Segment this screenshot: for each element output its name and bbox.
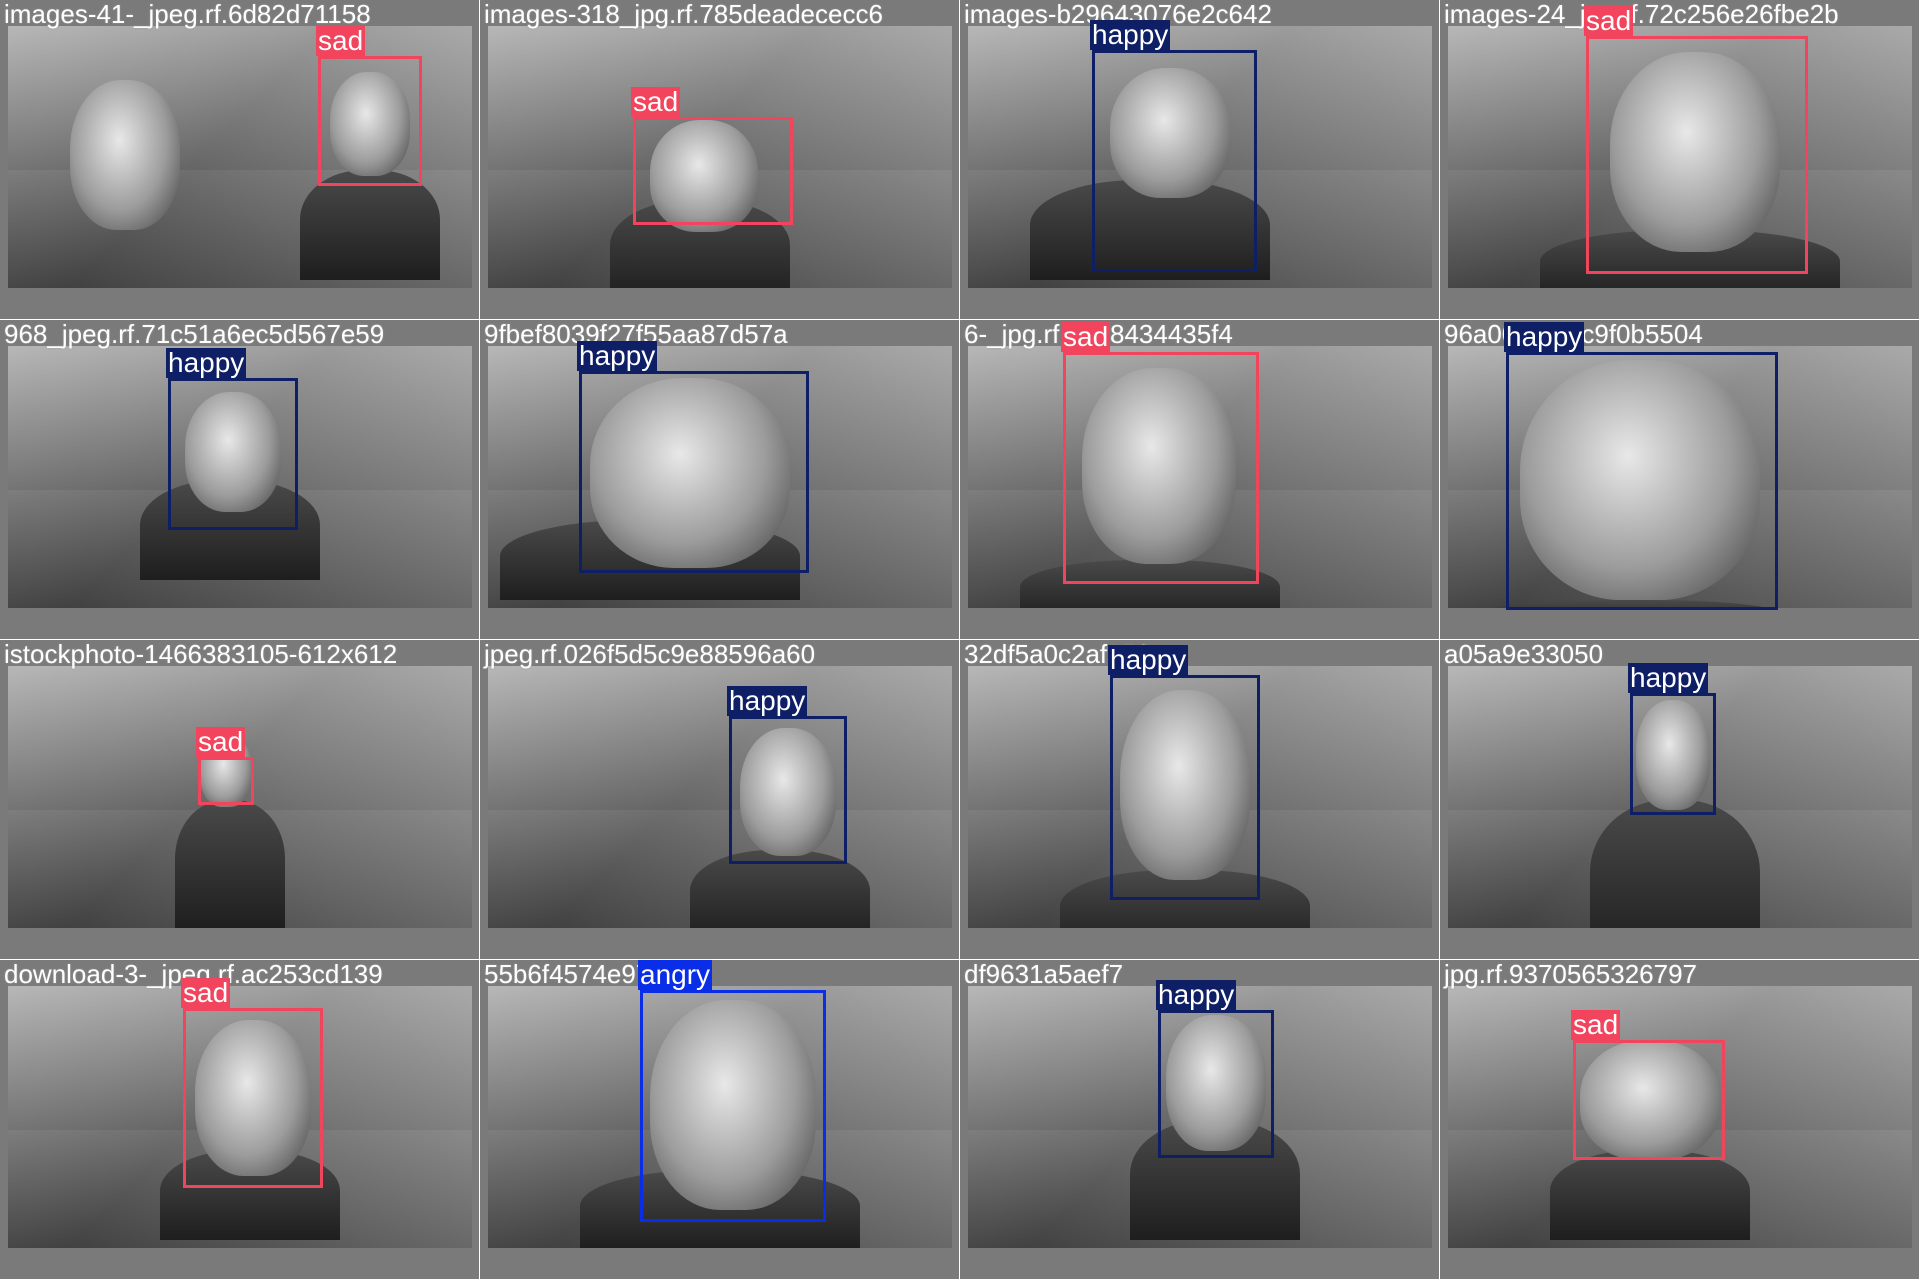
photo [968, 26, 1432, 288]
filename-caption: jpg.rf.9370565326797 [1444, 960, 1698, 989]
class-label: happy [1156, 979, 1237, 1010]
filename-caption: 968_jpeg.rf.71c51a6ec5d567e59 [4, 320, 385, 349]
class-label: happy [1628, 662, 1709, 693]
photo [488, 986, 952, 1248]
bounding-box [183, 1008, 323, 1188]
face [590, 378, 790, 568]
filename-caption: istockphoto-1466383105-612x612 [4, 640, 398, 669]
bounding-box [168, 378, 298, 530]
bounding-box [1158, 1010, 1274, 1158]
image-tile: 55b6f4574e977c angry [480, 960, 960, 1280]
class-label: sad [1061, 321, 1111, 352]
face [740, 728, 836, 856]
class-label: angry [638, 960, 713, 990]
face [650, 1000, 816, 1210]
photo [488, 26, 952, 288]
class-label: sad [196, 726, 246, 757]
photo [1448, 986, 1912, 1248]
bounding-box [640, 990, 826, 1222]
image-tile: 6-_jpg.rf.a628434435f4sad [960, 320, 1440, 640]
photo [1448, 346, 1912, 608]
bounding-box [1586, 36, 1808, 274]
face [330, 72, 410, 176]
photo [1448, 666, 1912, 928]
bounding-box [729, 716, 847, 864]
photo [488, 346, 952, 608]
class-label: sad [1584, 5, 1634, 36]
photo [968, 666, 1432, 928]
bounding-box [1063, 352, 1259, 584]
bounding-box [198, 757, 254, 805]
image-tile: images-b29643076e2c642 happy [960, 0, 1440, 320]
class-label: happy [727, 685, 808, 716]
photo [8, 986, 472, 1248]
image-tile: a05a9e33050 happy [1440, 640, 1920, 960]
face [1166, 1015, 1266, 1151]
class-label: happy [1108, 644, 1189, 675]
face [185, 392, 281, 512]
torso [175, 800, 285, 928]
bounding-box [1092, 50, 1257, 272]
torso [1480, 600, 1780, 608]
face [70, 80, 180, 230]
photo [968, 986, 1432, 1248]
face [1636, 700, 1710, 810]
image-tile: istockphoto-1466383105-612x612 sad [0, 640, 480, 960]
image-tile: download-3-_jpeg.rf.ac253cd139 sad [0, 960, 480, 1280]
class-label: happy [1504, 321, 1585, 352]
torso [1550, 1150, 1750, 1240]
class-label: sad [631, 86, 681, 117]
face [1520, 360, 1760, 600]
bounding-box [1573, 1040, 1725, 1160]
filename-caption: a05a9e33050 [1444, 640, 1604, 669]
class-label: happy [577, 340, 658, 371]
bounding-box [1630, 693, 1716, 815]
bounding-box [1506, 352, 1778, 610]
filename-caption: df9631a5aef7 [964, 960, 1124, 989]
image-tile: df9631a5aef7 happy [960, 960, 1440, 1280]
image-tile: jpeg.rf.026f5d5c9e88596a60 happy [480, 640, 960, 960]
image-tile: images-41-_jpeg.rf.6d82d71158 sad [0, 0, 480, 320]
torso [300, 170, 440, 280]
image-tile: 968_jpeg.rf.71c51a6ec5d567e59 happy [0, 320, 480, 640]
filename-caption: images-41-_jpeg.rf.6d82d71158 [4, 0, 371, 29]
photo [8, 666, 472, 928]
face [1082, 368, 1236, 564]
bounding-box [1110, 675, 1260, 900]
photo [1448, 26, 1912, 288]
class-label: sad [181, 977, 231, 1008]
filename-caption: images-24_jpg.rf.72c256e26fbe2b [1444, 0, 1839, 29]
class-label: sad [316, 25, 366, 56]
class-label: happy [1090, 19, 1171, 50]
image-tile: images-24_jpg.rf.72c256e26fbe2b sad [1440, 0, 1920, 320]
class-label: happy [166, 347, 247, 378]
face [1610, 52, 1780, 252]
photo [8, 26, 472, 288]
image-tile: 32df5a0c2af156 happy [960, 640, 1440, 960]
image-tile: 96a00ddf26c9f0b5504happy [1440, 320, 1920, 640]
image-tile: jpg.rf.9370565326797 sad [1440, 960, 1920, 1280]
photo [968, 346, 1432, 608]
bounding-box [579, 371, 809, 573]
class-label: sad [1571, 1009, 1621, 1040]
face [1580, 1040, 1720, 1160]
image-tile: 9fbef8039f27f55aa87d57a happy [480, 320, 960, 640]
face [195, 1020, 311, 1176]
photo [488, 666, 952, 928]
filename-caption: images-318_jpg.rf.785deadececc6 [484, 0, 883, 29]
filename-caption: jpeg.rf.026f5d5c9e88596a60 [484, 640, 816, 669]
face [650, 120, 758, 232]
torso [1590, 800, 1760, 928]
photo-background [488, 666, 952, 811]
face [1110, 68, 1230, 198]
face [1120, 690, 1250, 880]
bounding-box [318, 56, 422, 186]
bounding-box [633, 117, 793, 225]
